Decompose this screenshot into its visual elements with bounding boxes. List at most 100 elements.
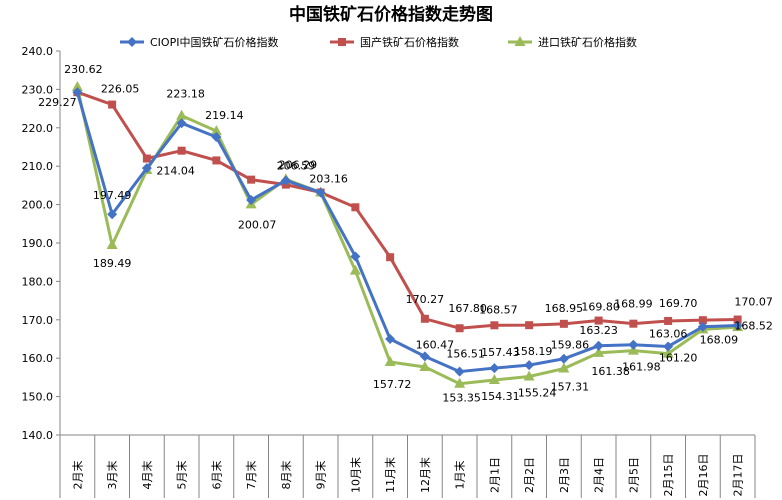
series-line <box>75 91 738 374</box>
axes: 140.0 150.0 160.0 170.0 180.0 190.0 200.0 210.0… <box>22 45 756 498</box>
data-point-diamond <box>315 187 326 198</box>
data-point-diamond <box>732 320 743 331</box>
data-point-diamond <box>350 251 361 262</box>
data-point-diamond <box>107 209 118 220</box>
y-tick-label: 200.0 <box>22 199 54 212</box>
data-label: 170.07 <box>734 296 773 309</box>
data-label: 154.31 <box>481 390 520 403</box>
x-tick-label: 12月末 <box>418 457 432 493</box>
legend-entry: CIOPI中国铁矿石价格指数 <box>150 35 278 49</box>
data-label: 157.72 <box>373 378 412 391</box>
x-tick-label: 2月16日 <box>697 454 710 497</box>
data-point-diamond <box>211 132 222 143</box>
data-label: 214.04 <box>156 165 195 178</box>
legend-entry: 国产铁矿石价格指数 <box>360 35 459 49</box>
data-point-triangle <box>454 377 466 388</box>
data-point-square <box>420 314 429 323</box>
y-tick-label: 190.0 <box>22 237 54 250</box>
y-tick-label: 160.0 <box>22 352 54 365</box>
data-point-diamond <box>663 341 674 352</box>
data-point-diamond <box>454 366 465 377</box>
data-label: 168.95 <box>545 302 584 315</box>
x-tick-label: 2月2日 <box>523 457 536 493</box>
x-tick-label: 8月末 <box>279 461 293 490</box>
data-label: 161.98 <box>622 361 661 374</box>
data-labels: 229.27 197.49 206.29 160.47156.51157.43158.… <box>38 63 773 405</box>
x-tick-label: 2月1日 <box>488 457 501 493</box>
data-label: 156.51 <box>446 348 485 361</box>
data-label: 160.47 <box>416 338 455 351</box>
data-point-square <box>177 146 186 155</box>
y-tick-label: 140.0 <box>22 429 54 442</box>
data-point-diamond <box>489 363 500 374</box>
x-tick-label: 2月4日 <box>593 457 606 493</box>
data-point-triangle <box>419 360 431 371</box>
data-point-square <box>386 253 395 262</box>
x-tick-label: 9月末 <box>314 461 328 490</box>
data-label: 226.05 <box>101 83 140 96</box>
data-point-square <box>525 321 534 330</box>
data-label: 169.80 <box>581 301 620 314</box>
y-tick-label: 180.0 <box>22 275 54 288</box>
data-point-diamond <box>558 353 569 364</box>
data-label: 155.24 <box>518 386 557 399</box>
data-label: 197.49 <box>93 189 132 202</box>
data-point-triangle <box>176 109 188 120</box>
data-point-diamond <box>72 87 83 98</box>
x-tick-label: 4月末 <box>140 461 154 490</box>
data-label: 168.57 <box>479 303 518 316</box>
data-label: 189.49 <box>93 257 132 270</box>
data-label: 203.16 <box>309 172 348 185</box>
data-label: 223.18 <box>166 88 205 101</box>
data-point-square <box>108 100 117 109</box>
y-tick-label: 220.0 <box>22 122 54 135</box>
chart-title: 中国铁矿石价格指数走势图 <box>289 4 493 25</box>
data-point-diamond <box>419 351 430 362</box>
x-tick-label: 10月末 <box>348 457 362 493</box>
series-layer <box>71 81 744 388</box>
data-label: 169.70 <box>659 297 698 310</box>
data-point-triangle <box>106 238 118 249</box>
x-tick-label: 2月5日 <box>627 457 640 493</box>
data-point-triangle <box>210 125 222 136</box>
data-point-square <box>698 316 707 325</box>
y-tick-label: 150.0 <box>22 391 54 404</box>
data-point-square <box>733 315 742 324</box>
data-point-diamond <box>628 339 639 350</box>
data-point-triangle <box>662 347 674 358</box>
data-point-triangle <box>593 346 605 357</box>
data-label: 167.80 <box>448 302 487 315</box>
data-label: 170.27 <box>406 293 445 306</box>
data-label: 163.06 <box>649 327 688 340</box>
data-point-square <box>559 319 568 328</box>
y-tick-label: 240.0 <box>22 45 54 58</box>
data-point-triangle <box>349 264 361 275</box>
x-tick-label: 6月末 <box>209 461 223 490</box>
data-point-diamond <box>246 194 257 205</box>
data-label: 163.23 <box>579 324 618 337</box>
data-label: 168.09 <box>700 333 739 346</box>
data-point-diamond <box>176 118 187 129</box>
data-point-square <box>338 38 346 46</box>
data-point-square <box>664 316 673 325</box>
data-point-square <box>629 319 638 328</box>
series-line <box>75 86 738 386</box>
data-label: 161.38 <box>591 365 630 378</box>
data-point-diamond <box>141 163 152 174</box>
data-point-triangle <box>488 374 500 385</box>
x-tick-label: 11月末 <box>383 457 397 493</box>
data-point-diamond <box>593 340 604 351</box>
x-tick-label: 3月末 <box>105 461 119 490</box>
data-point-square <box>212 156 221 165</box>
data-point-triangle <box>514 36 526 46</box>
y-tick-label: 170.0 <box>22 314 54 327</box>
data-label: 200.07 <box>238 218 277 231</box>
data-point-square <box>594 316 603 325</box>
data-point-square <box>351 203 360 212</box>
y-tick-label: 210.0 <box>22 160 54 173</box>
data-point-triangle <box>558 362 570 373</box>
x-tick-label: 1月末 <box>453 461 467 490</box>
data-label: 229.27 <box>38 96 77 109</box>
